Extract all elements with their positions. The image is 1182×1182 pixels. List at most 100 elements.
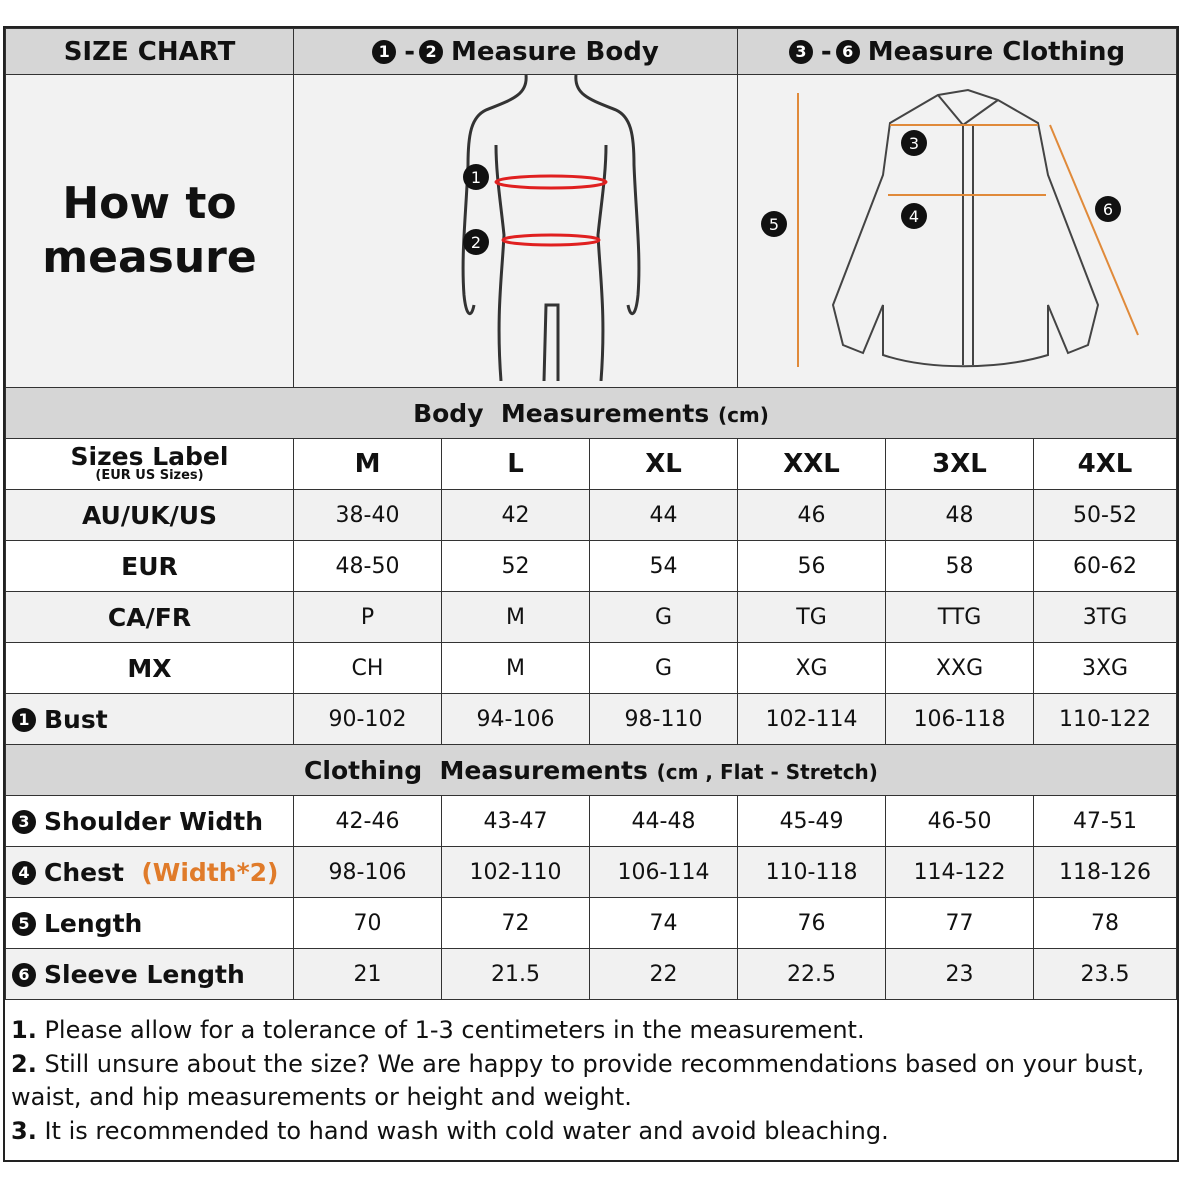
table-row: MX CH M G XG XXG 3XG bbox=[5, 642, 1177, 694]
row-label-text: Bust bbox=[44, 704, 108, 734]
note-item: 1. Please allow for a tolerance of 1-3 c… bbox=[11, 1014, 1171, 1048]
how-to-measure: How to measure bbox=[5, 74, 294, 388]
table-cell: 102-110 bbox=[441, 846, 590, 898]
table-cell: 42-46 bbox=[293, 795, 442, 847]
table-cell: 23.5 bbox=[1033, 948, 1177, 1000]
table-cell: M bbox=[441, 642, 590, 694]
table-row: 3 Shoulder Width 42-46 43-47 44-48 45-49 46-50… bbox=[5, 795, 1177, 847]
measure-clothing-label: Measure Clothing bbox=[867, 36, 1126, 67]
table-cell: 21 bbox=[293, 948, 442, 1000]
clothing-section-header: Clothing Measurements (cm , Flat - Stret… bbox=[5, 744, 1177, 796]
diagram-label: 1 bbox=[470, 168, 480, 187]
table-cell: 114-122 bbox=[885, 846, 1035, 898]
size-header: L bbox=[441, 438, 590, 490]
row-label-text: CA/FR bbox=[107, 602, 192, 632]
table-row: 5 Length 70 72 74 76 77 78 bbox=[5, 897, 1177, 949]
table-cell: G bbox=[588, 642, 739, 694]
table-cell: 48 bbox=[885, 489, 1035, 541]
note-number: 3. bbox=[11, 1116, 37, 1145]
table-cell: 52 bbox=[441, 540, 590, 592]
table-cell: 72 bbox=[441, 897, 590, 949]
row-label: 4 Chest (Width*2) bbox=[5, 846, 294, 898]
table-cell: 110-118 bbox=[737, 846, 887, 898]
size-header: XL bbox=[588, 438, 739, 490]
table-cell: P bbox=[293, 591, 442, 643]
table-cell: 47-51 bbox=[1033, 795, 1177, 847]
table-cell: 78 bbox=[1033, 897, 1177, 949]
table-cell: 70 bbox=[293, 897, 442, 949]
note-number: 2. bbox=[11, 1049, 37, 1078]
diagram-label: 6 bbox=[1103, 200, 1113, 219]
number-icon: 3 bbox=[12, 809, 36, 834]
section-unit: (cm) bbox=[717, 402, 769, 427]
table-row: CA/FR P M G TG TTG 3TG bbox=[5, 591, 1177, 643]
table-cell: 45-49 bbox=[737, 795, 887, 847]
row-label-text: Chest bbox=[44, 857, 124, 887]
table-cell: TTG bbox=[885, 591, 1035, 643]
table-cell: 110-122 bbox=[1033, 693, 1177, 745]
shirt-outline-icon: 3 4 5 6 bbox=[761, 88, 1139, 368]
table-cell: 23 bbox=[885, 948, 1035, 1000]
section-title: Clothing Measurements bbox=[304, 755, 648, 785]
row-label: 3 Shoulder Width bbox=[5, 795, 294, 847]
table-cell: 50-52 bbox=[1033, 489, 1177, 541]
number-icon: 3 bbox=[788, 39, 813, 64]
table-cell: 98-106 bbox=[293, 846, 442, 898]
table-cell: 56 bbox=[737, 540, 887, 592]
table-cell: 90-102 bbox=[293, 693, 442, 745]
number-icon: 5 bbox=[12, 911, 36, 936]
body-outline-icon: 1 2 bbox=[461, 74, 640, 382]
table-cell: 102-114 bbox=[737, 693, 887, 745]
body-diagram: 1 2 bbox=[292, 74, 739, 388]
note-item: 2. Still unsure about the size? We are h… bbox=[11, 1048, 1171, 1115]
table-cell: 48-50 bbox=[293, 540, 442, 592]
table-cell: 44-48 bbox=[588, 795, 739, 847]
measure-body-header: 1-2 Measure Body bbox=[292, 28, 739, 75]
how-to-line2: measure bbox=[42, 232, 257, 283]
row-label-text: Shoulder Width bbox=[44, 806, 264, 836]
section-title: Body Measurements bbox=[413, 398, 710, 428]
size-chart-title: SIZE CHART bbox=[5, 28, 294, 75]
table-cell: 74 bbox=[588, 897, 739, 949]
number-icon: 6 bbox=[835, 39, 860, 64]
table-cell: 22.5 bbox=[737, 948, 887, 1000]
table-cell: 44 bbox=[588, 489, 739, 541]
table-cell: 98-110 bbox=[588, 693, 739, 745]
body-section-header: Body Measurements (cm) bbox=[5, 387, 1177, 439]
table-row: 6 Sleeve Length 21 21.5 22 22.5 23 23.5 bbox=[5, 948, 1177, 1000]
sizes-label-sub: (EUR US Sizes) bbox=[95, 468, 204, 483]
row-label: MX bbox=[5, 642, 294, 694]
row-label-text: Sleeve Length bbox=[44, 959, 245, 989]
size-header: M bbox=[293, 438, 442, 490]
row-label: 6 Sleeve Length bbox=[5, 948, 294, 1000]
table-cell: 3TG bbox=[1033, 591, 1177, 643]
table-row: 1 Bust 90-102 94-106 98-110 102-114 106-118 110… bbox=[5, 693, 1177, 745]
table-cell: 38-40 bbox=[293, 489, 442, 541]
note-text: Please allow for a tolerance of 1-3 cent… bbox=[36, 1016, 865, 1044]
row-label-text: AU/UK/US bbox=[81, 500, 218, 530]
sizes-label-title: Sizes Label bbox=[70, 442, 229, 471]
diagram-label: 3 bbox=[909, 134, 919, 153]
how-to-line1: How to bbox=[62, 178, 237, 229]
measure-body-label: Measure Body bbox=[451, 36, 659, 67]
number-icon: 2 bbox=[419, 39, 444, 64]
shirt-diagram: 3 4 5 6 bbox=[737, 74, 1177, 388]
table-cell: M bbox=[441, 591, 590, 643]
table-row: EUR 48-50 52 54 56 58 60-62 bbox=[5, 540, 1177, 592]
table-cell: 77 bbox=[885, 897, 1035, 949]
row-label: 5 Length bbox=[5, 897, 294, 949]
number-icon: 1 bbox=[372, 39, 397, 64]
table-cell: 58 bbox=[885, 540, 1035, 592]
number-icon: 6 bbox=[12, 962, 36, 987]
note-item: 3. It is recommended to hand wash with c… bbox=[11, 1115, 1171, 1149]
note-text: It is recommended to hand wash with cold… bbox=[36, 1116, 889, 1145]
row-label: EUR bbox=[5, 540, 294, 592]
row-label-text: MX bbox=[127, 653, 172, 683]
table-row: AU/UK/US 38-40 42 44 46 48 50-52 bbox=[5, 489, 1177, 541]
table-cell: 22 bbox=[588, 948, 739, 1000]
row-label-text: Length bbox=[44, 908, 143, 938]
table-cell: XG bbox=[737, 642, 887, 694]
table-cell: 106-118 bbox=[885, 693, 1035, 745]
table-cell: 46-50 bbox=[885, 795, 1035, 847]
table-cell: 42 bbox=[441, 489, 590, 541]
